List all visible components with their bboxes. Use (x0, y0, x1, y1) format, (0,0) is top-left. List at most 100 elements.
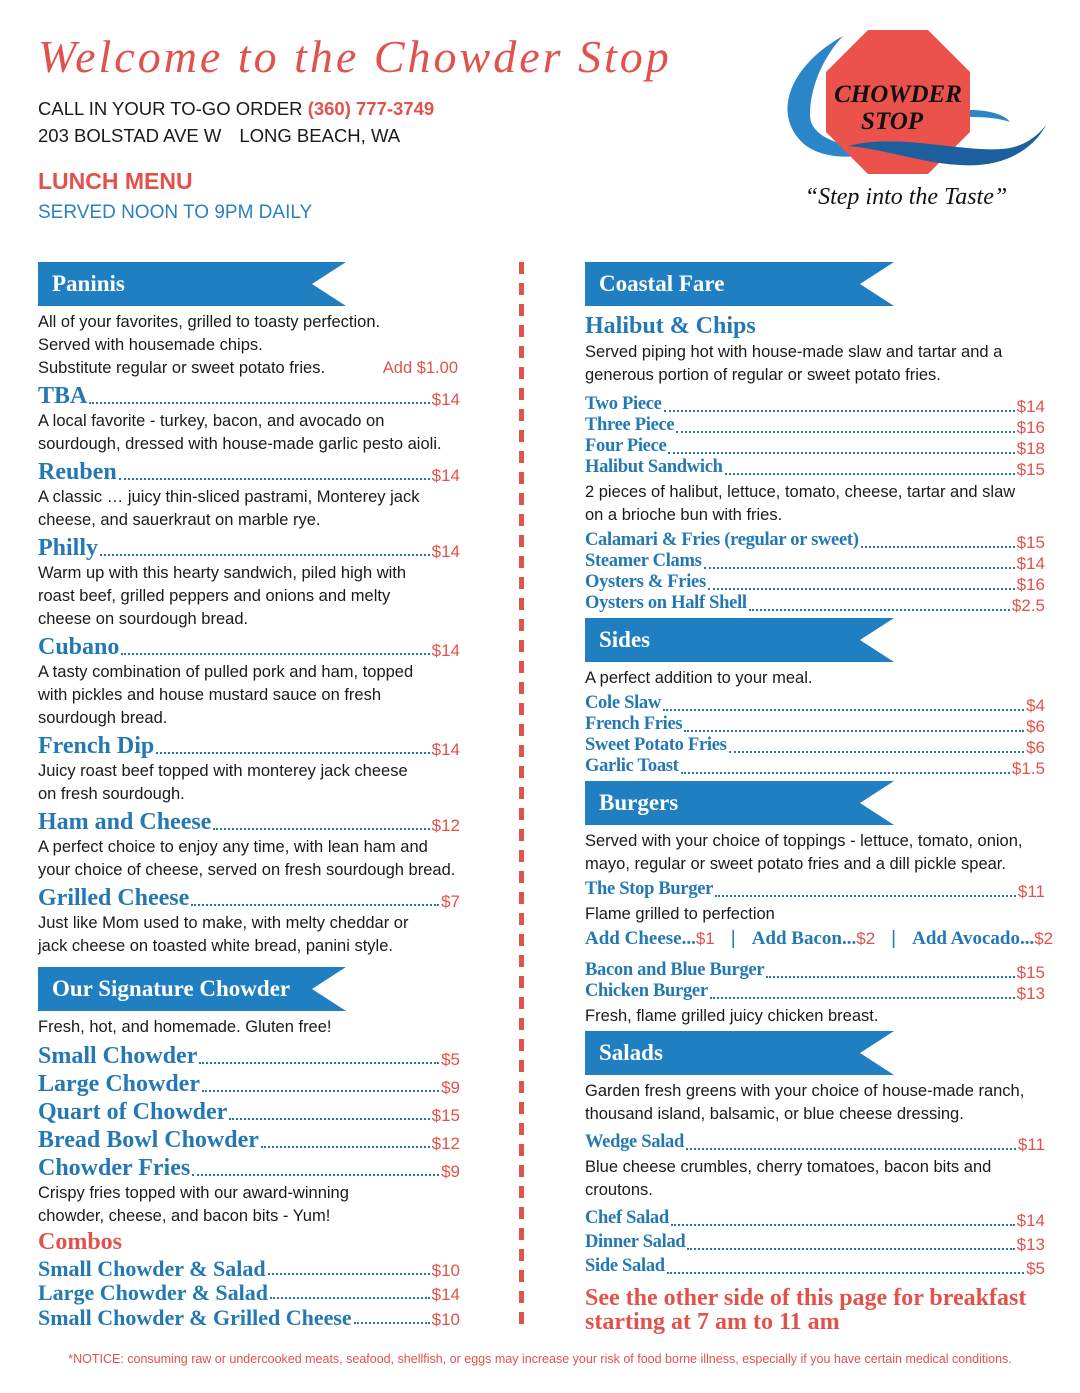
item-price: $13 (1016, 984, 1045, 1003)
call-in-line: CALL IN YOUR TO-GO ORDER (360) 777-3749 (38, 98, 434, 120)
item-price: $11 (1017, 1135, 1045, 1154)
description-text: Garden fresh greens with your choice of … (585, 1082, 1025, 1100)
description-text: Served piping hot with house-made slaw a… (585, 343, 1003, 361)
description-text: sourdough, dressed with house-made garli… (38, 435, 442, 453)
menu-item-small-chowder-salad[interactable]: Small Chowder & Salad $10 (38, 1256, 460, 1281)
dot-leader (89, 402, 430, 404)
menu-item-french-fries[interactable]: French Fries $6 (585, 714, 1045, 735)
item-name: Oysters & Fries (585, 572, 706, 592)
dot-leader (676, 431, 1015, 433)
section-banner: Burgers (585, 781, 894, 825)
item-price: $15 (1016, 460, 1045, 479)
menu-item-the-stop-burger[interactable]: The Stop Burger $11 (585, 879, 1045, 900)
menu-item-garlic-toast[interactable]: Garlic Toast $1.5 (585, 756, 1045, 777)
menu-item-halibut-sandwich[interactable]: Halibut Sandwich $15 (585, 457, 1045, 478)
menu-item-sweet-potato-fries[interactable]: Sweet Potato Fries $6 (585, 735, 1045, 756)
dot-leader (121, 653, 430, 655)
menu-item-grilled-cheese[interactable]: Grilled Cheese $7 (38, 882, 460, 912)
item-price: $14 (431, 466, 460, 485)
logo-swoosh-dark (848, 125, 1046, 166)
menu-item-bacon-and-blue-burger[interactable]: Bacon and Blue Burger $15 (585, 960, 1045, 981)
description-text: All of your favorites, grilled to toasty… (38, 313, 381, 331)
menu-item-ham-and-cheese[interactable]: Ham and Cheese $12 (38, 806, 460, 836)
addon-add-bacon[interactable]: Add Bacon...$2 (752, 928, 875, 949)
dot-leader (260, 1146, 430, 1148)
dot-leader (662, 709, 1025, 711)
item-name: Steamer Clams (585, 551, 702, 571)
item-name: Chowder Fries (38, 1155, 191, 1181)
menu-item-bread-bowl-chowder[interactable]: Bread Bowl Chowder $12 (38, 1126, 460, 1154)
menu-item-cubano[interactable]: Cubano $14 (38, 631, 460, 661)
description-text: with pickles and house mustard sauce on … (38, 686, 382, 704)
dot-leader (748, 609, 1010, 611)
description-text: on a brioche bun with fries. (585, 506, 783, 524)
subheading-combos: Combos (38, 1229, 123, 1255)
menu-item-small-chowder-grilled-cheese[interactable]: Small Chowder & Grilled Cheese $10 (38, 1305, 460, 1330)
description-text: chowder, cheese, and bacon bits - Yum! (38, 1207, 331, 1225)
item-name: Large Chowder (38, 1071, 200, 1097)
menu-item-steamer-clams[interactable]: Steamer Clams $14 (585, 551, 1045, 572)
menu-item-chef-salad[interactable]: Chef Salad $14 (585, 1205, 1045, 1229)
menu-item-chicken-burger[interactable]: Chicken Burger $13 (585, 981, 1045, 1002)
menu-item-side-salad[interactable]: Side Salad $5 (585, 1253, 1045, 1277)
menu-item-quart-of-chowder[interactable]: Quart of Chowder $15 (38, 1098, 460, 1126)
breakfast-callout: See the other side of this page for brea… (585, 1285, 1027, 1311)
description-text: jack cheese on toasted white bread, pani… (38, 937, 393, 955)
description-text: Just like Mom used to make, with melty c… (38, 914, 409, 932)
description-text: A perfect choice to enjoy any time, with… (38, 838, 428, 856)
item-price: $2.5 (1011, 596, 1045, 615)
dot-leader (707, 588, 1015, 590)
item-price: $13 (1016, 1235, 1045, 1254)
dot-leader (685, 1148, 1016, 1150)
section-callout: See the other side of this page for brea… (585, 1286, 1045, 1334)
menu-item-wedge-salad[interactable]: Wedge Salad $11 (585, 1129, 1045, 1153)
item-name: Small Chowder & Salad (38, 1255, 266, 1281)
menu-item-small-chowder[interactable]: Small Chowder $5 (38, 1042, 460, 1070)
section-banner: Sides (585, 618, 894, 662)
dot-leader (267, 1272, 430, 1275)
menu-item-cole-slaw[interactable]: Cole Slaw $4 (585, 693, 1045, 714)
item-price: $15 (1016, 963, 1045, 982)
dot-leader (213, 828, 430, 830)
menu-item-french-dip[interactable]: French Dip $14 (38, 730, 460, 760)
section-sides: Sides A perfect addition to your meal. Col… (585, 618, 1045, 777)
section-banner: Paninis (38, 262, 346, 306)
menu-item-tba[interactable]: TBA $14 (38, 380, 460, 410)
item-price: $10 (431, 1260, 460, 1280)
dot-leader (668, 452, 1015, 454)
item-name: Small Chowder (38, 1043, 198, 1069)
description-text: A classic … juicy thin-sliced pastrami, … (38, 488, 420, 506)
addon-price: $1 (695, 929, 715, 948)
menu-item-four-piece[interactable]: Four Piece $18 (585, 436, 1045, 457)
description-text: thousand island, balsamic, or blue chees… (585, 1105, 964, 1123)
menu-item-oysters-on-half-shell[interactable]: Oysters on Half Shell $2.5 (585, 593, 1045, 614)
menu-item-calamari-fries-regular-or-sweet[interactable]: Calamari & Fries (regular or sweet) $15 (585, 530, 1045, 551)
menu-item-two-piece[interactable]: Two Piece $14 (585, 394, 1045, 415)
menu-item-dinner-salad[interactable]: Dinner Salad $13 (585, 1229, 1045, 1253)
logo-text-line2: STOP (861, 108, 924, 135)
description-text: Blue cheese crumbles, cherry tomatoes, b… (585, 1158, 992, 1176)
item-price: $10 (431, 1309, 460, 1329)
dot-leader (703, 567, 1015, 569)
substitution-price: Add $1.00 (382, 359, 458, 377)
menu-item-chowder-fries[interactable]: Chowder Fries $9 (38, 1154, 460, 1182)
menu-item-large-chowder[interactable]: Large Chowder $9 (38, 1070, 460, 1098)
addon-add-cheese[interactable]: Add Cheese...$1 (585, 928, 715, 949)
menu-item-large-chowder-salad[interactable]: Large Chowder & Salad $14 (38, 1281, 460, 1306)
description-text: A tasty combination of pulled pork and h… (38, 663, 414, 681)
address-line: 203 BOLSTAD AVE W LONG BEACH, WA (38, 125, 400, 147)
item-price: $7 (441, 892, 460, 911)
description-text: Served with your choice of toppings - le… (585, 832, 1023, 850)
addon-name: Add Avocado... (912, 928, 1035, 949)
menu-item-oysters-fries[interactable]: Oysters & Fries $16 (585, 572, 1045, 593)
chowder-stop-logo: CHOWDER STOP “Step into the Taste” (787, 30, 1046, 210)
menu-item-reuben[interactable]: Reuben $14 (38, 456, 460, 486)
phone-number[interactable]: (360) 777-3749 (307, 98, 435, 119)
dot-leader (687, 1248, 1015, 1250)
item-name: Four Piece (585, 436, 667, 456)
menu-item-philly[interactable]: Philly $14 (38, 532, 460, 562)
item-name: Calamari & Fries (regular or sweet) (585, 530, 859, 550)
addon-add-avocado[interactable]: Add Avocado...$2 (912, 928, 1053, 949)
item-name: Garlic Toast (585, 756, 679, 776)
menu-item-three-piece[interactable]: Three Piece $16 (585, 415, 1045, 436)
